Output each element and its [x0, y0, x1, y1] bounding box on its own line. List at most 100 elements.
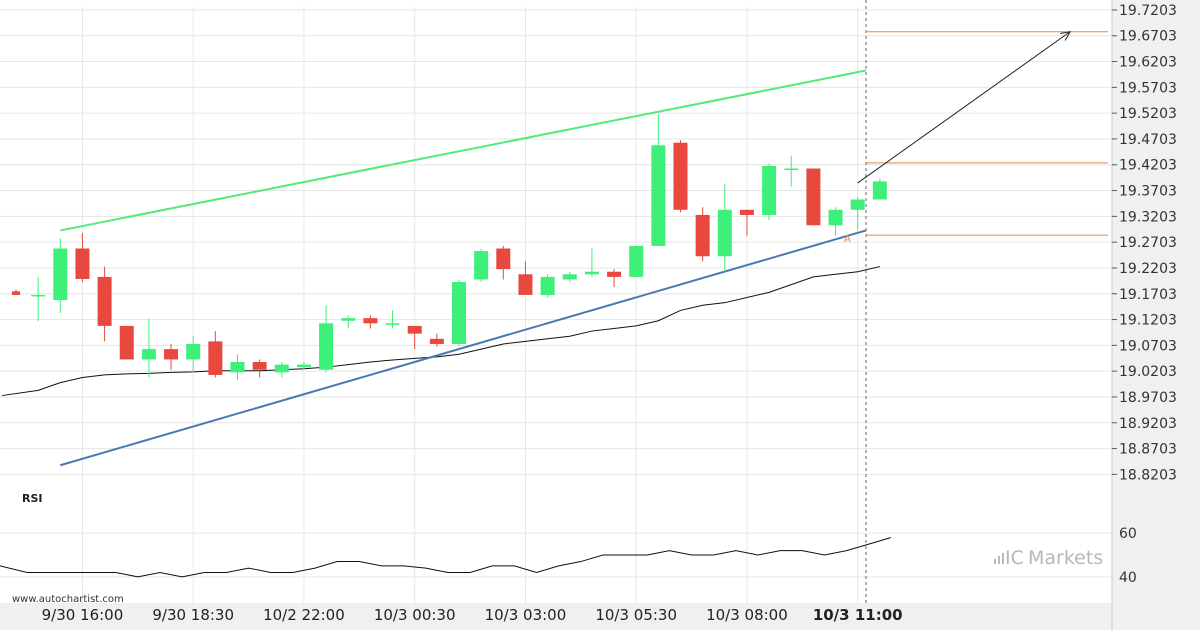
candle-body: [208, 341, 223, 375]
time-tick-label: 10/3 00:30: [374, 606, 456, 624]
candle-body: [164, 349, 179, 360]
rsi-layer: [0, 537, 892, 578]
candle: [607, 269, 622, 288]
candle-body: [474, 251, 489, 280]
candle-body: [53, 248, 68, 301]
time-tick-label: 10/3 05:30: [595, 606, 677, 624]
candle-body: [518, 274, 533, 295]
candle: [695, 207, 710, 262]
candle: [141, 318, 156, 378]
price-tick-label: 18.9203: [1119, 416, 1177, 432]
candle-body: [850, 199, 865, 210]
candle: [341, 315, 356, 329]
candle: [540, 274, 555, 298]
candle-body: [252, 362, 267, 370]
price-tick-label: 19.4203: [1119, 158, 1177, 174]
time-tick-label: 10/3 08:00: [706, 606, 788, 624]
candle-body: [695, 214, 710, 257]
candle: [629, 245, 644, 277]
candle: [12, 289, 20, 295]
candle-body: [407, 325, 422, 334]
candle-body: [12, 291, 20, 295]
price-tick-label: 18.9703: [1119, 390, 1177, 406]
candle: [252, 359, 267, 378]
candle-body: [274, 364, 289, 373]
candle-body: [762, 165, 777, 215]
candle-body: [673, 142, 688, 210]
price-tick-label: 19.1703: [1119, 287, 1177, 303]
price-tick-label: 19.6703: [1119, 29, 1177, 45]
brand-prefix: IC: [1005, 547, 1024, 569]
candle-body: [872, 181, 887, 200]
rsi-tick-label: 60: [1119, 526, 1137, 542]
moving-average-line: [1, 266, 880, 397]
candle: [717, 183, 732, 272]
candle-body: [119, 325, 134, 360]
moving-average-layer: [1, 266, 880, 397]
candle: [97, 266, 112, 342]
time-axis-background: [0, 603, 1112, 630]
candle: [53, 238, 68, 314]
candle: [164, 343, 179, 370]
candle: [407, 325, 422, 350]
time-tick-label: 10/2 22:00: [263, 606, 345, 624]
price-tick-label: 19.7203: [1119, 3, 1177, 19]
price-tick-label: 19.0203: [1119, 364, 1177, 380]
candle: [584, 248, 599, 277]
level-layer: [857, 0, 1108, 603]
price-tick-label: 19.0703: [1119, 338, 1177, 354]
candle: [518, 261, 533, 295]
price-tick-label: 19.6203: [1119, 55, 1177, 71]
candle-body: [429, 338, 444, 344]
price-tick-label: 19.1203: [1119, 313, 1177, 329]
candle-body: [562, 274, 577, 280]
candle-body: [629, 245, 644, 277]
forecast-arrow-head: [1060, 31, 1071, 41]
time-tick-label: 9/30 18:30: [152, 606, 234, 624]
candle: [75, 233, 90, 283]
candle: [274, 362, 289, 378]
pattern-label: A: [844, 234, 851, 245]
rsi-tick-label: 40: [1119, 570, 1137, 586]
candle: [496, 245, 511, 280]
candle: [850, 196, 865, 231]
candle-body: [739, 209, 754, 215]
candle: [651, 114, 666, 246]
candle-body: [584, 271, 599, 275]
candle: [230, 354, 245, 381]
candle-body: [141, 349, 156, 360]
forecast-arrow-line: [857, 31, 1071, 184]
price-tick-label: 19.2203: [1119, 261, 1177, 277]
candle-body: [452, 282, 466, 344]
candle: [429, 333, 444, 347]
candle: [474, 248, 489, 283]
candle: [296, 362, 311, 370]
time-tick-label: 10/3 11:00: [813, 606, 903, 624]
price-tick-label: 19.2703: [1119, 235, 1177, 251]
candle: [762, 163, 777, 221]
price-tick-label: 19.3703: [1119, 184, 1177, 200]
candle-body: [186, 343, 201, 360]
lower-trendline: [60, 229, 867, 467]
candle-body: [296, 364, 311, 368]
candle-body: [31, 294, 46, 297]
candle: [806, 168, 821, 226]
brand-suffix: Markets: [1028, 547, 1103, 569]
candle: [31, 276, 46, 322]
candle-body: [97, 276, 112, 326]
candle-body: [828, 209, 843, 226]
rsi-line: [0, 537, 892, 578]
grid-layer: [0, 7, 1112, 603]
candle: [739, 209, 754, 236]
candle-body: [341, 318, 356, 321]
candle: [208, 331, 223, 378]
candle: [452, 279, 466, 347]
candle: [784, 155, 799, 187]
candle: [319, 305, 334, 373]
bar-chart-icon: [994, 553, 1004, 564]
trendline-layer: [60, 69, 867, 467]
